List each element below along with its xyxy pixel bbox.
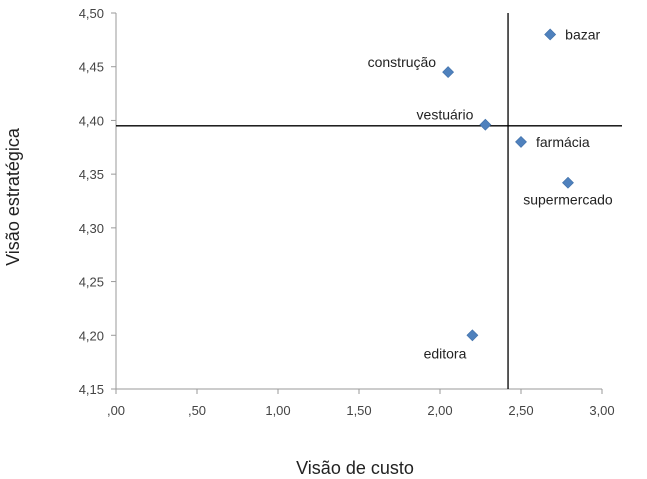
y-tick-label: 4,25 <box>79 275 104 290</box>
y-tick-label: 4,30 <box>79 221 104 236</box>
data-point-construção <box>442 66 455 79</box>
x-tick-label: 1,50 <box>346 403 371 418</box>
point-label-supermercado: supermercado <box>523 192 613 208</box>
y-tick-label: 4,45 <box>79 60 104 75</box>
point-label-vestuário: vestuário <box>417 107 474 123</box>
y-axis-title: Visão estratégica <box>3 127 23 266</box>
point-label-construção: construção <box>368 54 437 70</box>
x-tick-label: ,00 <box>107 403 125 418</box>
y-tick-label: 4,35 <box>79 167 104 182</box>
data-points <box>442 28 574 342</box>
data-point-editora <box>466 329 479 342</box>
x-tick-label: ,50 <box>188 403 206 418</box>
x-tick-label: 2,00 <box>427 403 452 418</box>
data-point-bazar <box>544 28 557 41</box>
x-axis-title: Visão de custo <box>296 458 414 478</box>
data-point-farmácia <box>515 135 527 148</box>
data-point-vestuário <box>479 118 492 131</box>
reference-lines <box>116 13 622 389</box>
x-tick-labels: ,00 ,50 1,00 1,50 2,00 2,50 3,00 <box>107 389 615 418</box>
point-labels: bazar construção vestuário farmácia supermer… <box>368 26 613 361</box>
point-label-bazar: bazar <box>565 26 600 42</box>
x-tick-label: 2,50 <box>508 403 533 418</box>
y-tick-label: 4,15 <box>79 382 104 397</box>
x-tick-label: 1,00 <box>265 403 290 418</box>
y-tick-label: 4,40 <box>79 113 104 128</box>
y-tick-labels: 4,15 4,20 4,25 4,30 4,35 4,40 4,45 4,50 <box>79 6 116 397</box>
data-point-supermercado <box>562 176 574 189</box>
point-label-editora: editora <box>424 345 467 361</box>
point-label-farmácia: farmácia <box>536 134 590 150</box>
y-tick-label: 4,50 <box>79 6 104 21</box>
x-tick-label: 3,00 <box>589 403 614 418</box>
y-tick-label: 4,20 <box>79 328 104 343</box>
